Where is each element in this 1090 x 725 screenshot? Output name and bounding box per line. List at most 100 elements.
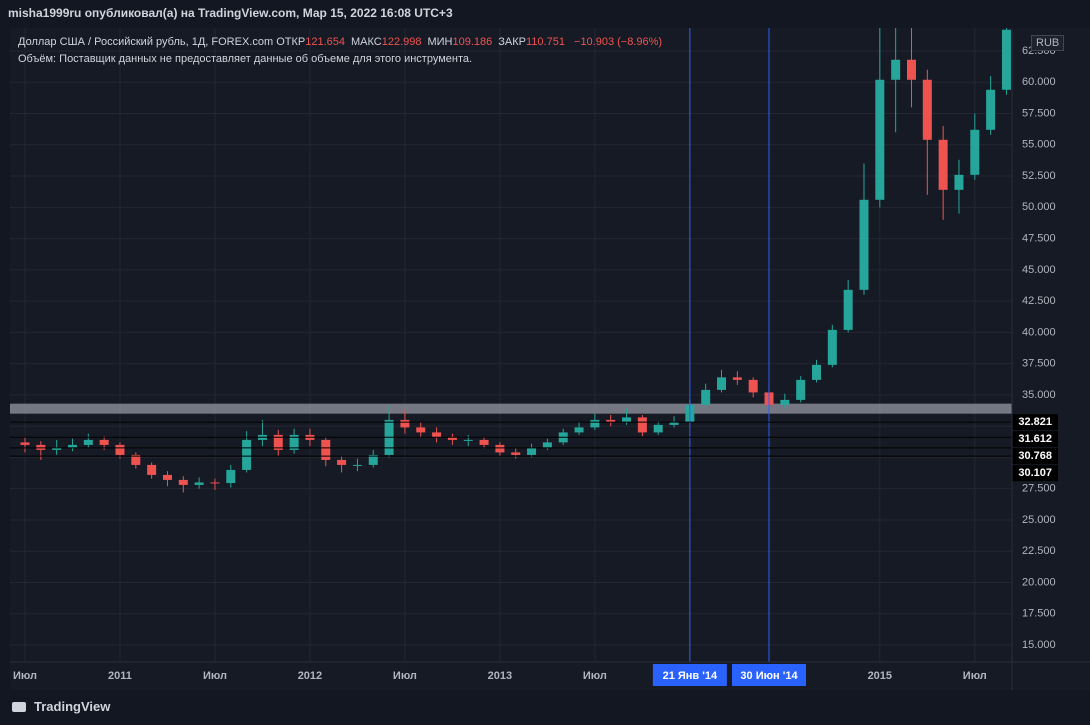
- y-tick-label: 17.500: [1022, 608, 1056, 620]
- x-tick-label: 2012: [298, 670, 322, 682]
- y-tick-label: 57.500: [1022, 107, 1056, 119]
- change: −10.903 (−8.96%): [574, 36, 663, 48]
- candle-body: [147, 464, 157, 475]
- candle-body: [463, 439, 473, 441]
- candle-body: [970, 129, 980, 175]
- candle-body: [511, 452, 521, 455]
- candle-body: [83, 439, 93, 445]
- candle-body: [938, 139, 948, 190]
- y-tick-label: 40.000: [1022, 326, 1056, 338]
- price-label-bg: [1012, 414, 1058, 431]
- ohlc-label: ОТКР: [276, 36, 306, 48]
- x-tick-label: 2013: [488, 670, 512, 682]
- price-label: 32.821: [1018, 416, 1052, 428]
- ohlc-value: 121.654: [305, 36, 345, 48]
- candle-body: [637, 417, 647, 433]
- candle-body: [321, 439, 331, 460]
- y-tick-label: 45.000: [1022, 264, 1056, 276]
- time-highlight: [732, 664, 807, 686]
- candle-body: [653, 424, 663, 433]
- candle-body: [606, 419, 616, 423]
- y-tick-label: 55.000: [1022, 139, 1056, 151]
- x-tick-label: 2015: [868, 670, 892, 682]
- volume-note: Объём: Поставщик данных не предоставляет…: [18, 53, 473, 65]
- candle-body: [99, 439, 109, 445]
- candle-body: [827, 329, 837, 365]
- candle-body: [131, 454, 141, 465]
- candle-body: [954, 174, 964, 190]
- logo: [12, 702, 26, 712]
- candle-body: [843, 289, 853, 330]
- candle-body: [669, 422, 679, 425]
- candle-body: [416, 427, 426, 433]
- price-label-bg: [1012, 465, 1058, 482]
- ohlc-value: 122.998: [381, 36, 422, 48]
- candle-body: [368, 454, 378, 465]
- candle-body: [447, 437, 457, 440]
- candle-body: [1001, 29, 1011, 90]
- y-tick-label: 47.500: [1022, 232, 1056, 244]
- time-highlight: [652, 664, 727, 686]
- price-label: 30.768: [1018, 450, 1052, 462]
- zone: [10, 403, 1012, 414]
- y-tick-label: 15.000: [1022, 639, 1056, 651]
- ohlc-label: МИН: [427, 36, 453, 48]
- candle-body: [226, 469, 236, 484]
- candle-body: [242, 439, 252, 470]
- candle-body: [701, 389, 711, 405]
- y-tick-label: 25.000: [1022, 514, 1056, 526]
- symbol: Доллар США / Российский рубль, 1Д, FOREX…: [18, 36, 274, 48]
- ohlc: ОТКР121.654 МАКС122.998 МИН109.186 ЗАКР110.…: [276, 36, 571, 48]
- ohlc-value: 110.751: [526, 36, 565, 48]
- candle-body: [162, 474, 172, 480]
- candle-body: [115, 444, 125, 455]
- candle-body: [289, 434, 299, 450]
- x-tick-label: 2011: [108, 670, 132, 682]
- candle-body: [574, 427, 584, 433]
- price-label-bg: [1012, 448, 1058, 465]
- ohlc-label: МАКС: [350, 36, 382, 48]
- candle-body: [210, 482, 220, 484]
- candle-body: [542, 442, 552, 448]
- y-tick-label: 22.500: [1022, 545, 1056, 557]
- y-tick-label: 20.000: [1022, 576, 1056, 588]
- candle-body: [67, 444, 77, 448]
- y-tick-label: 42.500: [1022, 295, 1056, 307]
- candle-body: [495, 444, 505, 453]
- candle-body: [780, 399, 790, 405]
- y-tick-label: 50.000: [1022, 201, 1056, 213]
- x-tick-label: Июл: [203, 670, 227, 682]
- candle-body: [590, 419, 600, 428]
- candle-body: [906, 59, 916, 80]
- candle-body: [875, 79, 885, 200]
- x-tick-label: Июл: [13, 670, 37, 682]
- x-tick-label: Июл: [393, 670, 417, 682]
- x-tick-label: 30 Июн '14: [740, 670, 798, 682]
- candle-body: [52, 447, 62, 450]
- price-label: 31.612: [1018, 433, 1052, 445]
- x-tick-label: Июл: [963, 670, 987, 682]
- ohlc-label: ЗАКР: [498, 36, 526, 48]
- candle-body: [859, 199, 869, 290]
- candle-body: [622, 417, 632, 423]
- candle-body: [527, 447, 537, 455]
- candle-body: [986, 89, 996, 130]
- candle-body: [432, 432, 442, 438]
- y-tick-label: 35.000: [1022, 389, 1056, 401]
- candle-body: [337, 459, 347, 465]
- header-title: misha1999ru опубликовал(а) на TradingVie…: [8, 6, 453, 20]
- footer-brand: TradingView: [34, 699, 111, 714]
- y-tick-label: 27.500: [1022, 483, 1056, 495]
- candle-body: [352, 464, 362, 466]
- candle-body: [812, 364, 821, 380]
- y-tick-label: 60.000: [1022, 76, 1056, 88]
- candle-body: [922, 79, 932, 140]
- y-tick-label: 37.500: [1022, 358, 1056, 370]
- price-label-bg: [1012, 431, 1058, 448]
- candle-body: [400, 419, 410, 428]
- candle-body: [796, 379, 806, 400]
- candle-body: [178, 479, 188, 485]
- x-tick-label: 21 Янв '14: [663, 670, 718, 682]
- chart-bg: [10, 28, 1090, 690]
